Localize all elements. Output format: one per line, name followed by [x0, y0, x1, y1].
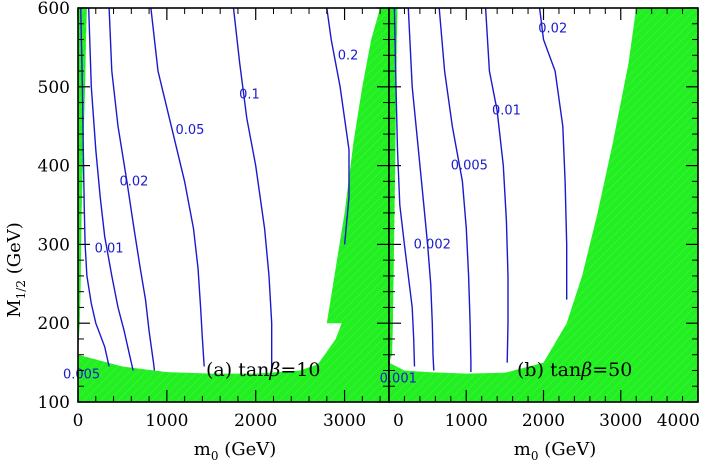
- y-tick-label: 300: [38, 235, 70, 255]
- x-tick-label: 0: [393, 411, 404, 431]
- y-tick-label: 500: [38, 78, 70, 98]
- contour-label-0.02: 0.02: [538, 21, 567, 36]
- contour-label-0.1: 0.1: [239, 88, 260, 103]
- excluded-region: [78, 8, 87, 402]
- contour-line-0.2: [326, 8, 350, 245]
- y-tick-label: 100: [38, 393, 70, 413]
- contour-line-0.01: [484, 8, 509, 363]
- x-axis-label-b-sub: 0: [531, 449, 539, 463]
- contour-label-0.05: 0.05: [175, 123, 204, 138]
- excluded-region: [389, 8, 398, 402]
- panel-label-id: (a): [206, 359, 238, 381]
- contour-label-0.01: 0.01: [492, 103, 521, 118]
- x-tick-label: 4000: [657, 411, 700, 431]
- x-tick-label: 2000: [234, 411, 277, 431]
- x-tick-label: 1000: [145, 411, 188, 431]
- panel-label-beta: β: [580, 359, 592, 381]
- contour-label-0.005: 0.005: [63, 367, 100, 382]
- panel-label: (b) tanβ=50: [517, 359, 632, 381]
- plot-area: [389, 8, 698, 402]
- x-tick-label: 2000: [522, 411, 565, 431]
- contour-line-0.02: [538, 8, 568, 300]
- panel-a: 0.005 0.01 0.02 0.05 0.1 0.2 0 1000 2000 3000 100 2…: [38, 0, 390, 431]
- contour-label-0.001: 0.001: [380, 371, 417, 386]
- y-axis-label: M1/2 (GeV): [4, 222, 28, 318]
- x-axis-label-b-unit: (GeV): [544, 439, 596, 460]
- y-tick-label: 600: [38, 0, 70, 19]
- contour-label-0.005: 0.005: [451, 159, 488, 174]
- plot-area: [78, 8, 389, 402]
- panel-label-id: (b): [517, 359, 550, 381]
- x-axis-label-b-main: m: [514, 439, 531, 460]
- excluded-region: [78, 149, 389, 402]
- panel-label-beta: β: [268, 359, 280, 381]
- x-tick-label: 1000: [445, 411, 488, 431]
- x-tick-label: 0: [73, 411, 84, 431]
- panel-label: (a) tanβ=10: [206, 359, 321, 381]
- x-axis-label-a: m0 (GeV): [194, 439, 277, 463]
- excluded-region: [389, 8, 698, 402]
- contour-label-0.02: 0.02: [120, 174, 149, 189]
- y-tick-label: 200: [38, 314, 70, 334]
- y-axis-label-sub: 1/2: [14, 280, 28, 299]
- panel-label-value: =10: [280, 359, 320, 381]
- x-tick-label: 3000: [599, 411, 642, 431]
- panel-label-tan: tan: [238, 359, 269, 381]
- contour-line-0.02: [108, 8, 156, 371]
- contour-label-0.01: 0.01: [95, 241, 124, 256]
- contour-line-0.1: [232, 8, 273, 373]
- x-tick-label: 3000: [323, 411, 366, 431]
- x-axis-label-b: m0 (GeV): [514, 439, 597, 463]
- x-axis-label-a-main: m: [194, 439, 211, 460]
- panel-label-value: =50: [592, 359, 632, 381]
- panel-b: 0.001 0.002 0.005 0.01 0.02 0 1000 2000 3000 4000…: [380, 7, 700, 431]
- panel-label-tan: tan: [550, 359, 581, 381]
- y-axis-label-main: M: [4, 299, 25, 317]
- contour-line-0.002: [407, 8, 435, 371]
- contour-line-0.001: [393, 8, 416, 367]
- y-axis-label-unit: (GeV): [4, 222, 25, 274]
- contour-label-0.002: 0.002: [414, 237, 451, 252]
- contour-line-0.01: [88, 8, 134, 371]
- contour-line-0.005: [438, 8, 472, 373]
- x-axis-label-a-sub: 0: [211, 449, 219, 463]
- x-axis-label-a-unit: (GeV): [224, 439, 276, 460]
- contour-label-0.2: 0.2: [338, 48, 359, 63]
- svg-text:M1/2 (GeV): M1/2 (GeV): [4, 222, 28, 318]
- y-tick-label: 400: [38, 157, 70, 177]
- excluded-region: [326, 8, 389, 402]
- contour-line-0.05: [150, 8, 205, 367]
